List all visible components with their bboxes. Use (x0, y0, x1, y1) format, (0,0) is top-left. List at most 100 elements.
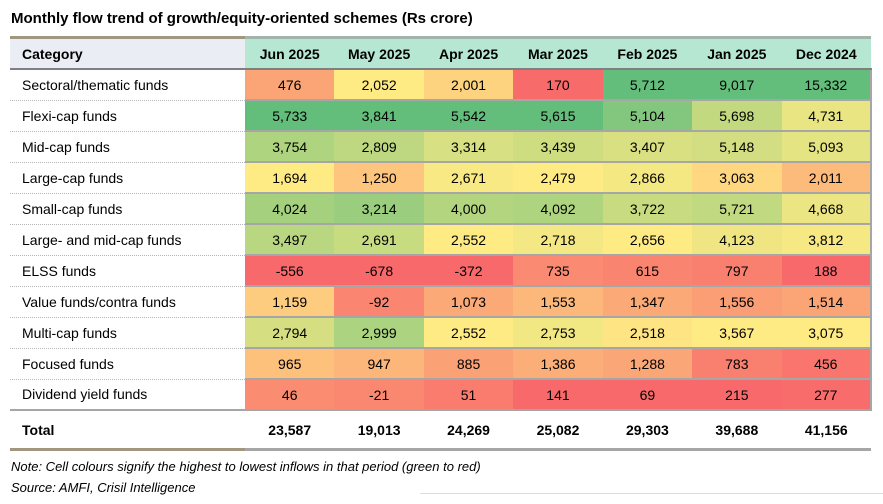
value-cell: 5,093 (781, 131, 873, 163)
total-value-cell: 25,082 (513, 410, 603, 451)
value-cell: 46 (245, 379, 335, 411)
value-cell: 4,668 (781, 193, 873, 225)
page-bottom-divider (420, 493, 883, 494)
table-row: Value funds/contra funds 1,159 -92 1,073 1,5… (10, 286, 873, 318)
total-value-cell: 24,269 (423, 410, 514, 451)
value-cell: 3,722 (602, 193, 693, 225)
value-cell: 188 (781, 255, 873, 287)
value-cell: 277 (781, 379, 873, 411)
table-row: Large- and mid-cap funds 3,497 2,691 2,552 2… (10, 224, 873, 256)
value-cell: 3,439 (513, 131, 603, 163)
total-value-cell: 23,587 (245, 410, 335, 451)
value-cell: 735 (513, 255, 603, 287)
value-cell: 2,671 (423, 162, 514, 194)
value-cell: 3,407 (602, 131, 693, 163)
column-header-month: Mar 2025 (513, 36, 603, 70)
value-cell: 1,250 (334, 162, 424, 194)
table-row: Large-cap funds 1,694 1,250 2,671 2,479 2,866… (10, 162, 873, 194)
table-row: Mid-cap funds 3,754 2,809 3,314 3,439 3,407 5,… (10, 131, 873, 163)
value-cell: 5,104 (602, 100, 693, 132)
value-cell: -556 (245, 255, 335, 287)
value-cell: 2,052 (334, 69, 424, 101)
column-header-month: Apr 2025 (423, 36, 514, 70)
flows-heatmap-table: Category Jun 2025 May 2025 Apr 2025 Mar 2025… (10, 36, 873, 451)
value-cell: 4,092 (513, 193, 603, 225)
value-cell: 5,698 (692, 100, 782, 132)
row-label: Small-cap funds (10, 193, 245, 225)
value-cell: 2,011 (781, 162, 873, 194)
value-cell: 615 (602, 255, 693, 287)
row-label: Multi-cap funds (10, 317, 245, 349)
value-cell: 783 (692, 348, 782, 380)
value-cell: 2,866 (602, 162, 693, 194)
value-cell: 2,691 (334, 224, 424, 256)
value-cell: 5,733 (245, 100, 335, 132)
page-title: Monthly flow trend of growth/equity-orie… (11, 10, 473, 27)
value-cell: 3,567 (692, 317, 782, 349)
value-cell: 1,556 (692, 286, 782, 318)
table-body: Sectoral/thematic funds 476 2,052 2,001 170 5… (10, 69, 873, 411)
row-label: Large- and mid-cap funds (10, 224, 245, 256)
value-cell: 15,332 (781, 69, 873, 101)
value-cell: 1,553 (513, 286, 603, 318)
value-cell: 69 (602, 379, 693, 411)
value-cell: 141 (513, 379, 603, 411)
value-cell: 3,314 (423, 131, 514, 163)
total-value-cell: 41,156 (781, 410, 871, 451)
value-cell: 2,999 (334, 317, 424, 349)
value-cell: 3,754 (245, 131, 335, 163)
value-cell: 4,731 (781, 100, 873, 132)
value-cell: 5,721 (692, 193, 782, 225)
value-cell: 215 (692, 379, 782, 411)
row-label: Sectoral/thematic funds (10, 69, 245, 101)
total-row: Total 23,587 19,013 24,269 25,082 29,303 39,68… (10, 410, 871, 451)
value-cell: -372 (423, 255, 514, 287)
row-label: Mid-cap funds (10, 131, 245, 163)
column-header-month: May 2025 (334, 36, 424, 70)
row-label: ELSS funds (10, 255, 245, 287)
table-row: Sectoral/thematic funds 476 2,052 2,001 170 5… (10, 69, 873, 101)
value-cell: 1,073 (423, 286, 514, 318)
value-cell: 3,214 (334, 193, 424, 225)
value-cell: 51 (423, 379, 514, 411)
table-row: Dividend yield funds 46 -21 51 141 69 215 277 (10, 379, 873, 411)
column-header-month: Dec 2024 (781, 36, 871, 70)
value-cell: 965 (245, 348, 335, 380)
table-row: Flexi-cap funds 5,733 3,841 5,542 5,615 5,104… (10, 100, 873, 132)
value-cell: 2,552 (423, 224, 514, 256)
value-cell: 2,794 (245, 317, 335, 349)
value-cell: 170 (513, 69, 603, 101)
value-cell: 797 (692, 255, 782, 287)
value-cell: 885 (423, 348, 514, 380)
value-cell: 3,497 (245, 224, 335, 256)
value-cell: -92 (334, 286, 424, 318)
table-row: Focused funds 965 947 885 1,386 1,288 783 456 (10, 348, 873, 380)
value-cell: 2,718 (513, 224, 603, 256)
value-cell: -21 (334, 379, 424, 411)
table-header: Category Jun 2025 May 2025 Apr 2025 Mar 2025… (10, 36, 871, 70)
value-cell: 3,075 (781, 317, 873, 349)
value-cell: -678 (334, 255, 424, 287)
value-cell: 947 (334, 348, 424, 380)
total-label: Total (10, 410, 245, 451)
row-label: Focused funds (10, 348, 245, 380)
value-cell: 2,753 (513, 317, 603, 349)
column-header-month: Jan 2025 (692, 36, 782, 70)
value-cell: 3,841 (334, 100, 424, 132)
row-label: Dividend yield funds (10, 379, 245, 411)
value-cell: 3,812 (781, 224, 873, 256)
value-cell: 1,514 (781, 286, 873, 318)
row-label: Flexi-cap funds (10, 100, 245, 132)
row-label: Value funds/contra funds (10, 286, 245, 318)
table-footer: Total 23,587 19,013 24,269 25,082 29,303 39,68… (10, 410, 871, 451)
table-row: Small-cap funds 4,024 3,214 4,000 4,092 3,722… (10, 193, 873, 225)
value-cell: 4,123 (692, 224, 782, 256)
value-cell: 1,347 (602, 286, 693, 318)
column-header-month: Feb 2025 (602, 36, 693, 70)
value-cell: 5,615 (513, 100, 603, 132)
value-cell: 1,159 (245, 286, 335, 318)
table-row: ELSS funds -556 -678 -372 735 615 797 188 (10, 255, 873, 287)
value-cell: 2,479 (513, 162, 603, 194)
total-value-cell: 29,303 (602, 410, 693, 451)
